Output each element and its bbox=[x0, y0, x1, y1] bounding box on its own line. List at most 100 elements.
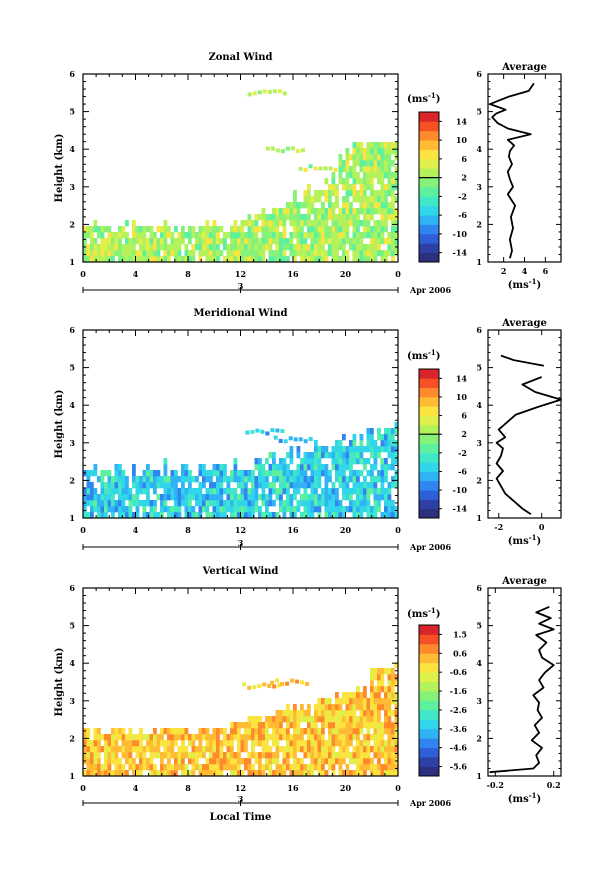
field-cell bbox=[307, 226, 311, 233]
field-cell bbox=[273, 435, 278, 440]
field-cell bbox=[349, 440, 353, 447]
field-cell bbox=[111, 758, 115, 765]
field-cell bbox=[265, 494, 269, 501]
field-cell bbox=[307, 464, 311, 471]
field-cell bbox=[391, 458, 395, 465]
average-y-tick-label: 3 bbox=[476, 438, 482, 448]
field-cell bbox=[270, 146, 275, 151]
field-cell bbox=[384, 172, 388, 179]
field-cell bbox=[345, 494, 350, 501]
field-cell bbox=[391, 674, 395, 681]
field-cell bbox=[258, 214, 262, 221]
field-cell bbox=[289, 476, 294, 483]
field-cell bbox=[188, 500, 192, 507]
field-cell bbox=[132, 244, 136, 251]
field-cell bbox=[163, 220, 168, 227]
field-cell bbox=[289, 446, 294, 453]
field-cell bbox=[247, 752, 252, 759]
field-cell bbox=[377, 686, 381, 693]
field-cell bbox=[377, 764, 381, 771]
field-cell bbox=[233, 220, 238, 227]
field-cell bbox=[324, 758, 329, 765]
field-cell bbox=[121, 226, 126, 233]
field-cell bbox=[366, 506, 371, 513]
field-cell bbox=[240, 250, 245, 257]
field-cell bbox=[107, 752, 112, 759]
field-cell bbox=[118, 232, 122, 239]
field-cell bbox=[289, 500, 294, 507]
field-cell bbox=[349, 740, 353, 747]
field-cell bbox=[121, 506, 126, 513]
field-cell bbox=[363, 722, 367, 729]
field-cell bbox=[254, 506, 259, 513]
field-cell bbox=[188, 758, 192, 765]
field-cell bbox=[83, 734, 87, 741]
field-cell bbox=[377, 758, 381, 765]
field-cell bbox=[366, 148, 371, 155]
field-cell bbox=[212, 250, 217, 257]
field-cell bbox=[93, 488, 98, 495]
field-cell bbox=[352, 250, 357, 257]
field-cell bbox=[303, 728, 308, 735]
field-cell bbox=[317, 458, 322, 465]
field-cell bbox=[90, 482, 94, 489]
field-cell bbox=[219, 500, 224, 507]
field-cell bbox=[90, 238, 94, 245]
field-cell bbox=[275, 752, 280, 759]
field-cell bbox=[387, 704, 392, 711]
field-cell bbox=[226, 482, 231, 489]
field-cell bbox=[314, 244, 318, 251]
field-cell bbox=[272, 684, 277, 689]
field-cell bbox=[303, 512, 308, 519]
field-cell bbox=[191, 512, 196, 519]
field-cell bbox=[279, 710, 283, 717]
field-cell bbox=[335, 476, 339, 483]
field-cell bbox=[321, 190, 325, 197]
field-cell bbox=[260, 429, 265, 434]
field-cell bbox=[324, 500, 329, 507]
field-cell bbox=[377, 722, 381, 729]
field-cell bbox=[373, 160, 378, 167]
field-cell bbox=[377, 428, 381, 435]
field-cell bbox=[181, 770, 185, 777]
field-cell bbox=[328, 488, 332, 495]
field-cell bbox=[289, 716, 294, 723]
field-cell bbox=[216, 226, 220, 233]
field-cell bbox=[321, 710, 325, 717]
field-cell bbox=[296, 226, 301, 233]
field-cell bbox=[370, 746, 374, 753]
field-cell bbox=[314, 256, 318, 263]
field-cell bbox=[286, 476, 290, 483]
field-cell bbox=[97, 500, 101, 507]
field-cell bbox=[254, 734, 259, 741]
field-cell bbox=[314, 232, 318, 239]
field-cell bbox=[97, 758, 101, 765]
field-cell bbox=[252, 91, 257, 96]
field-cell bbox=[359, 142, 364, 149]
field-cell bbox=[338, 256, 343, 263]
field-cell bbox=[394, 422, 399, 429]
field-cell bbox=[377, 142, 381, 149]
field-cell bbox=[240, 482, 245, 489]
field-cell bbox=[216, 512, 220, 519]
field-cell bbox=[219, 746, 224, 753]
field-cell bbox=[205, 232, 210, 239]
field-cell bbox=[380, 734, 385, 741]
field-cell bbox=[296, 740, 301, 747]
field-cell bbox=[349, 166, 353, 173]
field-cell bbox=[380, 674, 385, 681]
field-cell bbox=[391, 232, 395, 239]
field-cell bbox=[240, 506, 245, 513]
field-cell bbox=[97, 746, 101, 753]
field-cell bbox=[142, 482, 147, 489]
field-cell bbox=[345, 740, 350, 747]
field-cell bbox=[142, 758, 147, 765]
field-cell bbox=[305, 681, 310, 686]
field-cell bbox=[303, 232, 308, 239]
field-cell bbox=[296, 232, 301, 239]
field-cell bbox=[335, 238, 339, 245]
field-cell bbox=[384, 184, 388, 191]
field-cell bbox=[277, 683, 282, 688]
field-cell bbox=[338, 470, 343, 477]
field-cell bbox=[230, 500, 234, 507]
